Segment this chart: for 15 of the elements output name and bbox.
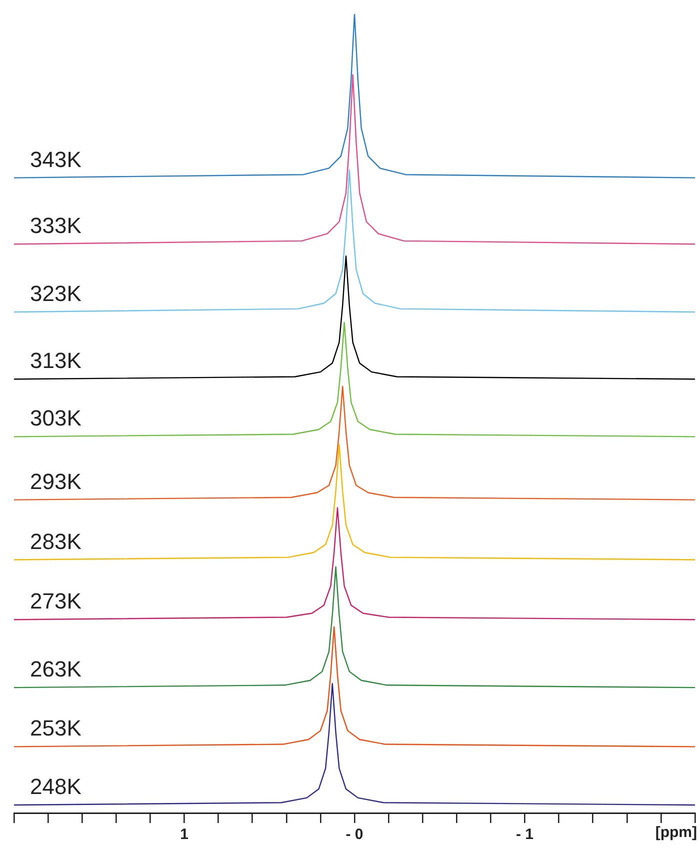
series-label: 303K [30,406,82,431]
series-label: 273K [30,588,82,614]
series-label: 313K [30,348,82,374]
x-tick-label: - 1 [516,826,534,844]
series-label: 283K [30,528,82,554]
series-label: 293K [30,468,82,494]
series-label: 343K [30,146,82,172]
series-label: 333K [30,213,82,238]
x-tick-label: 1 [180,826,188,844]
x-axis-title: [ppm] [655,824,697,842]
series-label: 248K [30,774,82,800]
x-tick-label: - 0 [346,826,364,844]
series-label: 323K [30,281,82,306]
series-label: 263K [30,656,82,682]
series-label: 253K [30,716,82,741]
